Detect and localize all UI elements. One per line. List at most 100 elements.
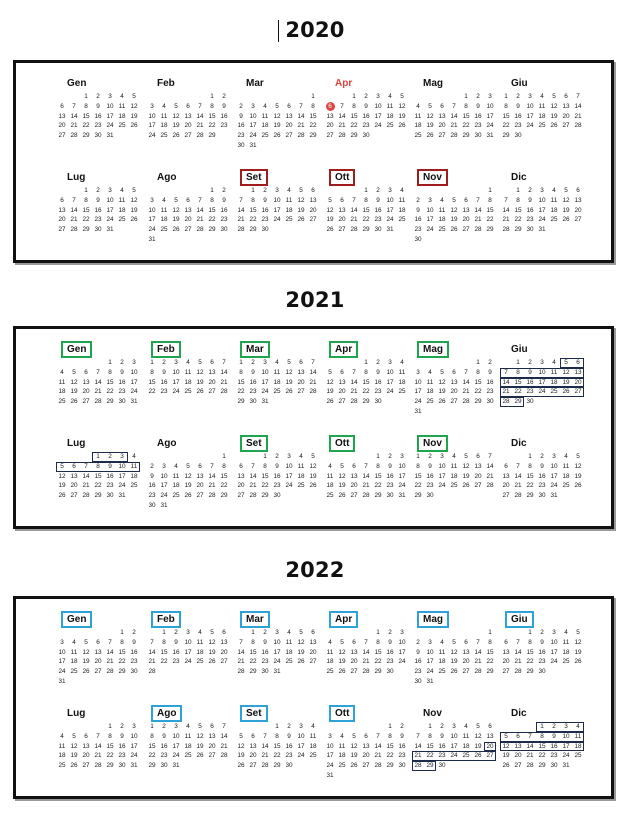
empty-cell [512, 628, 524, 638]
day-cell: 3 [376, 93, 380, 100]
month-mar-2022: Mar 1 2 3 4 5 6 7 8 9 10 11 12 13 14 15 16 17 18 19 20 21 22 23… [235, 611, 319, 701]
empty-cell [472, 628, 484, 638]
day-cell: 3 [186, 629, 190, 636]
day-cell: 30 [249, 398, 257, 406]
month-set-2020: Set 1 2 3 4 5 6 7 8 9 10 11 12 13 14 15 16 17 18 19 20 21 22 23… [235, 169, 319, 259]
day-cell: 24 [486, 122, 494, 130]
day-cell: 5 [72, 368, 76, 376]
day-cell: 19 [130, 112, 138, 120]
empty-cell [283, 92, 295, 102]
day-cell: 20 [184, 216, 192, 224]
day-cell: 20 [574, 206, 582, 214]
day-cell: 21 [208, 482, 216, 490]
day-cell: 18 [562, 648, 570, 656]
day-cell: 21 [374, 752, 382, 760]
day-cell: 31 [486, 132, 494, 140]
day-cell: 26 [474, 752, 482, 760]
day-cell: 6 [186, 102, 190, 110]
day-cell: 23 [118, 752, 126, 760]
day-cell: 9 [528, 368, 532, 376]
day-cell: 13 [450, 378, 458, 386]
day-cell: 21 [106, 658, 114, 666]
day-cell: 21 [196, 216, 204, 224]
day-cell: 25 [184, 388, 192, 396]
day-grid: 1 2 3 4 5 6 7 8 9 10 11 12 13 14 15 16 17 18 19 20 21 22 23 24 2… [500, 92, 584, 141]
day-cell: 29 [362, 398, 370, 406]
day-cell: 22 [350, 122, 358, 130]
day-cell: 25 [309, 752, 317, 760]
day-cell: 1 [464, 93, 468, 100]
month-dic-2022: Dic 1 2 3 4 5 6 7 8 9 10 11 12 13 14 15 16 17 18 19 20 21 22 23… [500, 705, 584, 795]
day-cell: 31 [386, 226, 394, 234]
day-cell: 31 [106, 132, 114, 140]
day-cell: 24 [297, 752, 305, 760]
day-cell: 12 [574, 462, 582, 470]
day-cell: 17 [130, 742, 138, 750]
day-cell: 12 [130, 102, 138, 110]
day-cell: 6 [476, 453, 480, 460]
day-cell: 30 [106, 492, 114, 500]
month-ago-2022: Ago 1 2 3 4 5 6 7 8 9 10 11 12 13 14 15 16 17 18 19 20 21 22 23… [146, 705, 230, 795]
day-cell: 11 [438, 206, 446, 214]
day-cell: 9 [239, 112, 243, 120]
day-cell: 20 [82, 388, 90, 396]
day-cell: 31 [130, 762, 138, 770]
day-cell: 6 [210, 359, 214, 366]
day-cell: 11 [160, 112, 168, 120]
empty-cell [80, 628, 92, 638]
day-grid: 1 2 3 4 5 6 7 8 9 10 11 12 13 14 15 16 17 18 19 20 21 22 23 24 2… [146, 358, 230, 397]
day-cell: 7 [516, 462, 520, 470]
day-cell: 2 [388, 453, 392, 460]
day-cell: 16 [249, 378, 257, 386]
day-cell: 5 [311, 453, 315, 460]
day-cell: 9 [222, 102, 226, 110]
day-cell: 13 [326, 112, 334, 120]
day-cell: 5 [328, 196, 332, 204]
day-cell: 18 [462, 742, 470, 750]
day-cell: 10 [130, 368, 138, 376]
day-cell: 21 [297, 122, 305, 130]
month-label: Ott [329, 169, 356, 186]
day-cell: 16 [414, 216, 422, 224]
day-cell: 12 [550, 102, 558, 110]
day-cell: 2 [162, 723, 166, 730]
day-cell: 14 [514, 648, 522, 656]
day-cell: 27 [309, 658, 317, 666]
day-cell: 3 [400, 453, 404, 460]
day-cell: 7 [198, 196, 202, 204]
day-cell: 12 [297, 196, 305, 204]
day-cell: 15 [514, 206, 522, 214]
empty-cell [412, 358, 424, 368]
day-cell: 22 [82, 216, 90, 224]
day-cell: 29 [514, 226, 522, 234]
day-cell: 30 [374, 226, 382, 234]
day-cell: 5 [287, 359, 291, 366]
day-cell: 22 [386, 752, 394, 760]
empty-cell [56, 92, 68, 102]
day-cell: 30 [261, 668, 269, 676]
day-cell: 6 [352, 638, 356, 646]
day-cell: 15 [208, 112, 216, 120]
month-label: Set [240, 435, 268, 452]
day-cell: 4 [72, 638, 76, 646]
day-cell: 5 [84, 638, 88, 646]
empty-cell [56, 358, 68, 368]
empty-cell [206, 452, 218, 462]
day-cell: 3 [540, 187, 544, 194]
day-cell: 6 [222, 629, 226, 636]
day-cell: 8 [108, 368, 112, 376]
day-cell: 19 [70, 388, 78, 396]
month-ott-2020: Ott 1 2 3 4 5 6 7 8 9 10 11 12 13 14 15 16 17 18 19 20 21 22 23… [324, 169, 408, 259]
day-cell: 15 [374, 472, 382, 480]
day-cell: 3 [150, 102, 154, 110]
day-cell: 26 [208, 658, 216, 666]
day-cell: 20 [350, 482, 358, 490]
day-cell: 19 [285, 378, 293, 386]
day-cell: 10 [426, 206, 434, 214]
day-cell: 9 [174, 638, 178, 646]
day-cell: 23 [160, 388, 168, 396]
day-cell: 10 [526, 102, 534, 110]
day-cell: 25 [160, 132, 168, 140]
empty-cell [247, 722, 259, 732]
day-cell: 18 [326, 658, 334, 666]
